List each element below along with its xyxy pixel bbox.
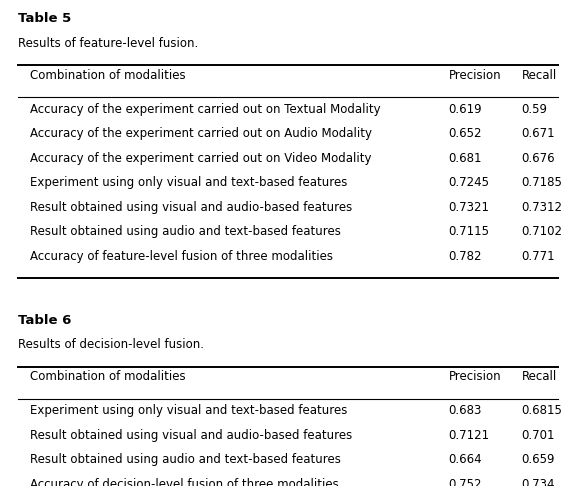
- Text: 0.6815: 0.6815: [522, 404, 563, 417]
- Text: 0.683: 0.683: [449, 404, 482, 417]
- Text: 0.59: 0.59: [522, 103, 548, 116]
- Text: Results of feature-level fusion.: Results of feature-level fusion.: [18, 36, 198, 50]
- Text: Result obtained using audio and text-based features: Result obtained using audio and text-bas…: [30, 453, 340, 466]
- Text: 0.701: 0.701: [522, 429, 555, 442]
- Text: Experiment using only visual and text-based features: Experiment using only visual and text-ba…: [30, 404, 347, 417]
- Text: Precision: Precision: [449, 69, 501, 82]
- Text: 0.782: 0.782: [449, 250, 482, 263]
- Text: Table 6: Table 6: [18, 313, 72, 327]
- Text: 0.7121: 0.7121: [449, 429, 490, 442]
- Text: Accuracy of the experiment carried out on Textual Modality: Accuracy of the experiment carried out o…: [30, 103, 380, 116]
- Text: 0.659: 0.659: [522, 453, 555, 466]
- Text: 0.771: 0.771: [522, 250, 555, 263]
- Text: Table 5: Table 5: [18, 12, 72, 25]
- Text: Result obtained using audio and text-based features: Result obtained using audio and text-bas…: [30, 225, 340, 238]
- Text: 0.7115: 0.7115: [449, 225, 489, 238]
- Text: Accuracy of the experiment carried out on Audio Modality: Accuracy of the experiment carried out o…: [30, 127, 371, 140]
- Text: Precision: Precision: [449, 370, 501, 383]
- Text: Accuracy of decision-level fusion of three modalities: Accuracy of decision-level fusion of thr…: [30, 478, 338, 486]
- Text: 0.664: 0.664: [449, 453, 482, 466]
- Text: 0.734: 0.734: [522, 478, 555, 486]
- Text: 0.7185: 0.7185: [522, 176, 563, 189]
- Text: 0.671: 0.671: [522, 127, 555, 140]
- Text: Results of decision-level fusion.: Results of decision-level fusion.: [18, 338, 204, 351]
- Text: Result obtained using visual and audio-based features: Result obtained using visual and audio-b…: [30, 201, 352, 214]
- Text: 0.7321: 0.7321: [449, 201, 489, 214]
- Text: 0.7245: 0.7245: [449, 176, 489, 189]
- Text: 0.7312: 0.7312: [522, 201, 563, 214]
- Text: 0.619: 0.619: [449, 103, 482, 116]
- Text: Accuracy of feature-level fusion of three modalities: Accuracy of feature-level fusion of thre…: [30, 250, 332, 263]
- Text: Recall: Recall: [522, 69, 557, 82]
- Text: Experiment using only visual and text-based features: Experiment using only visual and text-ba…: [30, 176, 347, 189]
- Text: 0.752: 0.752: [449, 478, 482, 486]
- Text: 0.7102: 0.7102: [522, 225, 563, 238]
- Text: 0.681: 0.681: [449, 152, 482, 165]
- Text: Combination of modalities: Combination of modalities: [30, 370, 185, 383]
- Text: Accuracy of the experiment carried out on Video Modality: Accuracy of the experiment carried out o…: [30, 152, 371, 165]
- Text: Result obtained using visual and audio-based features: Result obtained using visual and audio-b…: [30, 429, 352, 442]
- Text: Combination of modalities: Combination of modalities: [30, 69, 185, 82]
- Text: Recall: Recall: [522, 370, 557, 383]
- Text: 0.676: 0.676: [522, 152, 555, 165]
- Text: 0.652: 0.652: [449, 127, 482, 140]
